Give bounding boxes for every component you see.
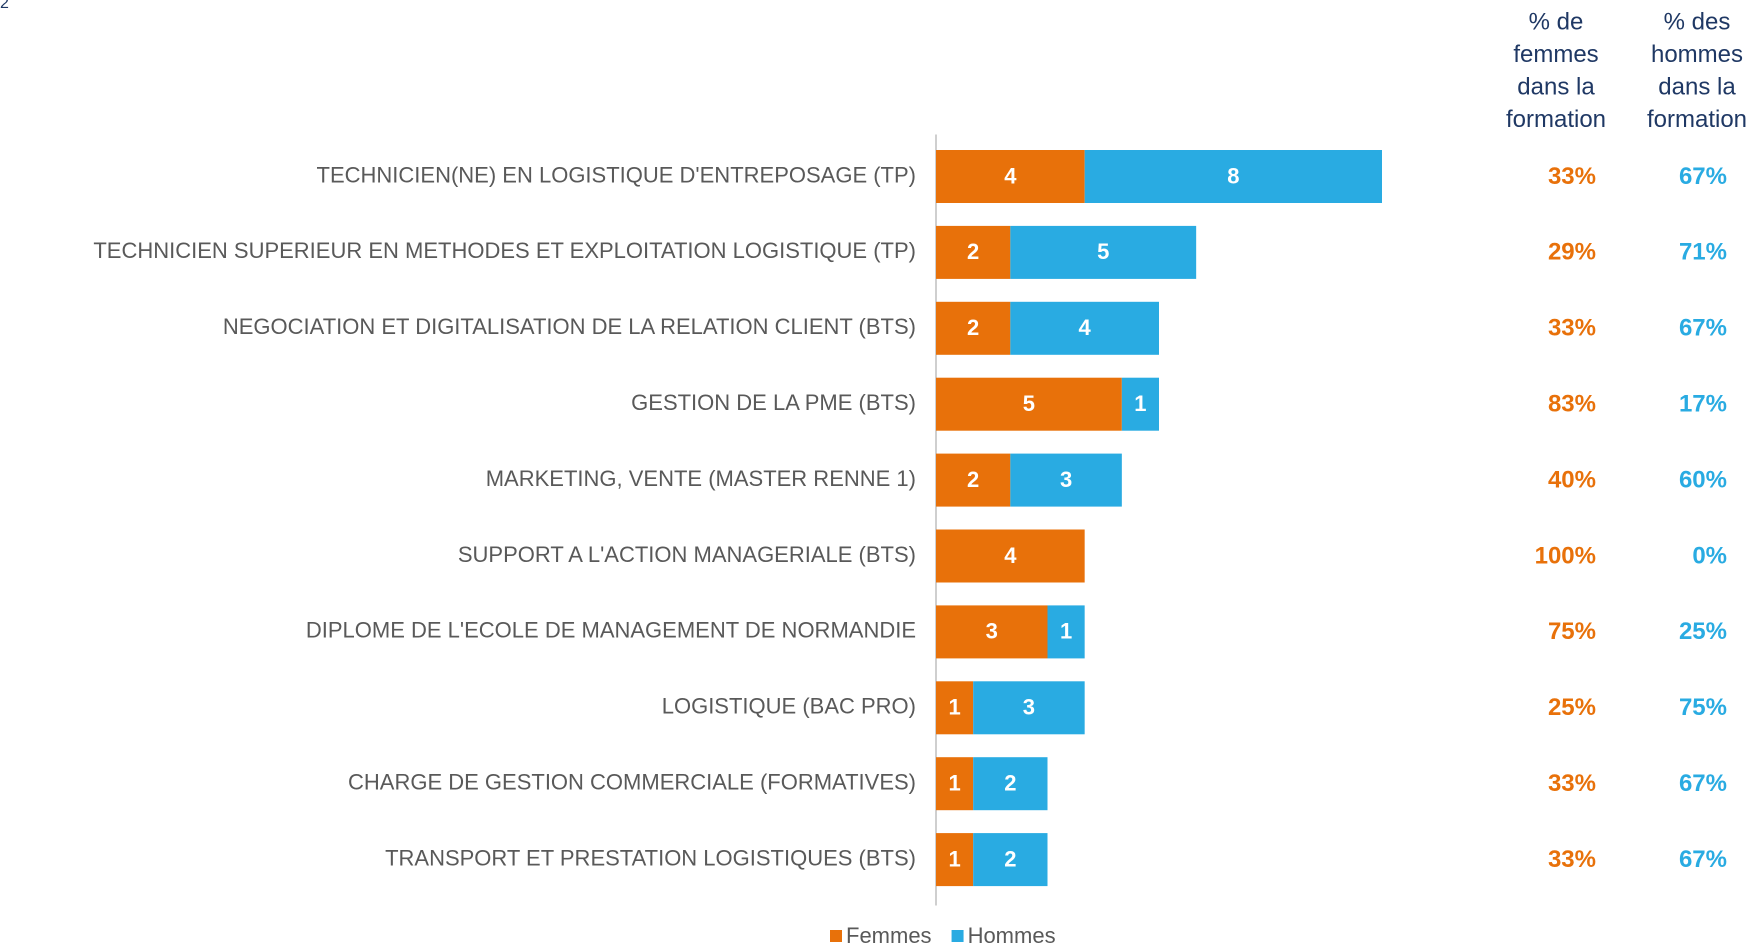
percent-label: 100% xyxy=(1535,542,1596,569)
percent-label: 75% xyxy=(1679,694,1727,721)
percent-label: 67% xyxy=(1679,770,1727,797)
bar-value-label: 1 xyxy=(1060,619,1072,644)
bar-segment xyxy=(936,453,1011,507)
bar-value-label: 2 xyxy=(1004,771,1016,796)
column-header: dans la xyxy=(1517,73,1595,100)
percent-label: 67% xyxy=(1679,163,1727,190)
percent-label: 33% xyxy=(1548,315,1596,342)
column-header: femmes xyxy=(1513,41,1598,68)
category-label: LOGISTIQUE (BAC PRO) xyxy=(662,694,916,719)
bar-value-label: 5 xyxy=(1023,391,1035,416)
percent-label: 40% xyxy=(1548,466,1596,493)
bar-value-label: 1 xyxy=(948,771,960,796)
column-header: % des xyxy=(1664,8,1731,35)
bar-segment xyxy=(936,150,1085,203)
percent-label: 83% xyxy=(1548,391,1596,418)
percent-label: 75% xyxy=(1548,618,1596,645)
bar-segment xyxy=(936,301,1011,355)
bar-segment xyxy=(973,833,1048,887)
bar-value-label: 2 xyxy=(1004,846,1016,871)
legend-swatch xyxy=(951,930,964,942)
percent-label: 25% xyxy=(1679,618,1727,645)
bar-value-label: 3 xyxy=(1023,695,1035,720)
percent-label: 33% xyxy=(1548,846,1596,873)
column-header: hommes xyxy=(1651,41,1743,68)
column-header: formation xyxy=(1647,106,1747,133)
percent-label: 33% xyxy=(1548,163,1596,190)
bar-segment xyxy=(936,377,1122,431)
bar-value-label: 4 xyxy=(1004,543,1017,568)
bar-value-label: 5 xyxy=(1097,239,1109,264)
category-label: NEGOCIATION ET DIGITALISATION DE LA RELA… xyxy=(223,314,916,339)
category-label: GESTION DE LA PME (BTS) xyxy=(631,390,916,415)
category-label: TECHNICIEN(NE) EN LOGISTIQUE D'ENTREPOSA… xyxy=(317,162,916,187)
bar-segment xyxy=(936,605,1048,659)
column-header: dans la xyxy=(1658,73,1736,100)
bar-segment xyxy=(936,757,974,811)
column-header: formation xyxy=(1506,106,1606,133)
category-label: CHARGE DE GESTION COMMERCIALE (FORMATIVE… xyxy=(348,770,916,795)
corner-label: 2 xyxy=(0,0,9,12)
percent-label: 71% xyxy=(1679,239,1727,266)
bar-segment xyxy=(936,529,1085,583)
category-label: TECHNICIEN SUPERIEUR EN METHODES ET EXPL… xyxy=(93,238,916,263)
bar-segment xyxy=(1010,225,1197,279)
category-label: DIPLOME DE L'ECOLE DE MANAGEMENT DE NORM… xyxy=(306,618,916,643)
bar-value-label: 3 xyxy=(1060,467,1072,492)
bar-segment xyxy=(936,833,974,887)
bar-value-label: 3 xyxy=(986,619,998,644)
bar-segment xyxy=(1084,150,1382,203)
legend-swatch xyxy=(830,930,842,942)
bar-segment xyxy=(973,757,1048,811)
percent-label: 17% xyxy=(1679,391,1727,418)
legend-label: Hommes xyxy=(968,923,1056,945)
legend-label: Femmes xyxy=(846,923,932,945)
bar-value-label: 8 xyxy=(1227,163,1239,188)
category-label: MARKETING, VENTE (MASTER RENNE 1) xyxy=(486,466,916,491)
percent-label: 0% xyxy=(1692,542,1727,569)
percent-label: 67% xyxy=(1679,315,1727,342)
bar-segment xyxy=(1010,301,1159,355)
bar-value-label: 1 xyxy=(1134,391,1146,416)
percent-label: 25% xyxy=(1548,694,1596,721)
percent-label: 60% xyxy=(1679,466,1727,493)
column-header: % de xyxy=(1529,8,1584,35)
bar-value-label: 2 xyxy=(967,239,979,264)
percent-label: 67% xyxy=(1679,846,1727,873)
bar-segment xyxy=(1010,453,1122,507)
bar-value-label: 2 xyxy=(967,315,979,340)
bar-value-label: 1 xyxy=(948,846,960,871)
bar-segment xyxy=(1047,605,1085,659)
bar-value-label: 2 xyxy=(967,467,979,492)
bar-value-label: 1 xyxy=(948,695,960,720)
percent-label: 33% xyxy=(1548,770,1596,797)
bar-segment xyxy=(936,681,974,735)
bar-segment xyxy=(973,681,1085,735)
category-label: SUPPORT A L'ACTION MANAGERIALE (BTS) xyxy=(458,542,916,567)
percent-label: 29% xyxy=(1548,239,1596,266)
bar-segment xyxy=(936,225,1011,279)
category-label: TRANSPORT ET PRESTATION LOGISTIQUES (BTS… xyxy=(385,845,916,870)
bar-segment xyxy=(1121,377,1159,431)
bar-value-label: 4 xyxy=(1004,163,1017,188)
bar-value-label: 4 xyxy=(1079,315,1092,340)
